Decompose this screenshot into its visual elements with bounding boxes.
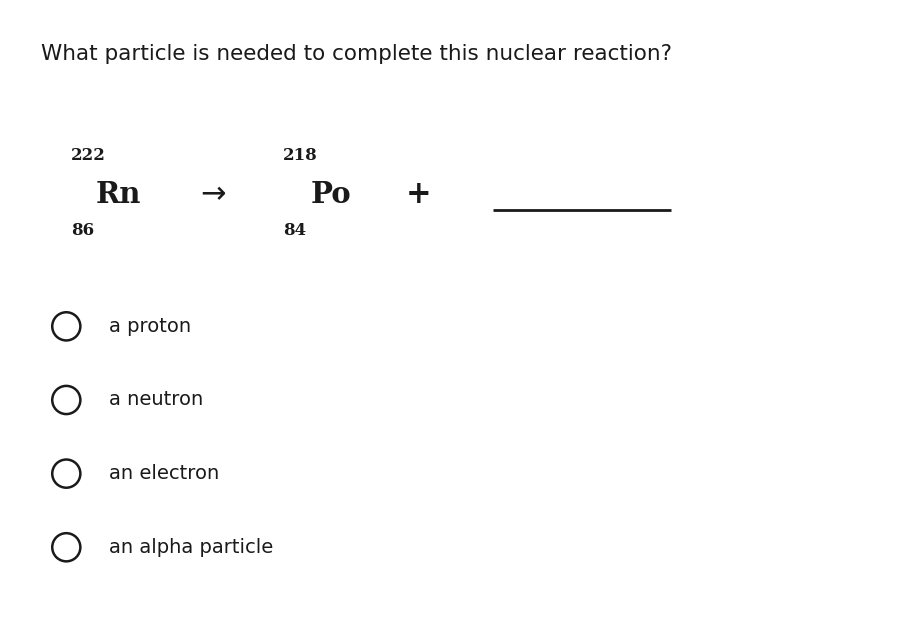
Text: →: → [201,180,226,209]
Text: an electron: an electron [109,464,219,483]
Text: Po: Po [310,180,351,209]
Text: 222: 222 [71,147,106,164]
Text: a neutron: a neutron [109,391,204,409]
Text: Rn: Rn [96,180,141,209]
Text: What particle is needed to complete this nuclear reaction?: What particle is needed to complete this… [41,44,672,64]
Text: 218: 218 [283,147,317,164]
Text: +: + [407,179,431,210]
Text: an alpha particle: an alpha particle [109,538,274,557]
Text: 86: 86 [71,222,94,239]
Text: a proton: a proton [109,317,192,336]
Text: 84: 84 [283,222,306,239]
